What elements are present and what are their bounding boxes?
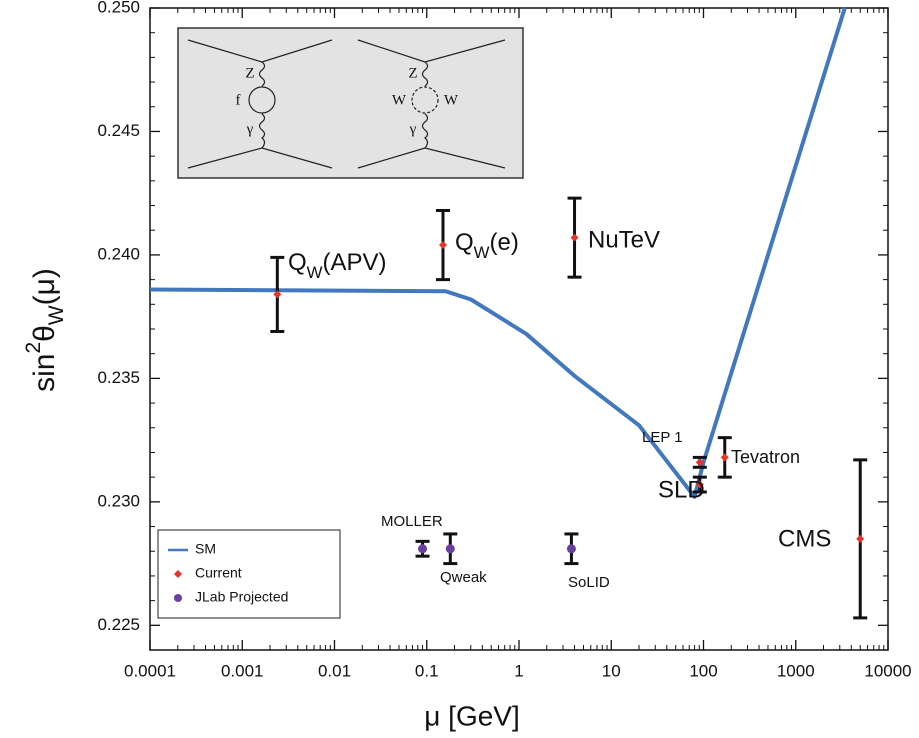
marker (695, 480, 704, 489)
x-tick-label: 0.001 (221, 661, 264, 680)
x-tick-label: 0.1 (415, 661, 439, 680)
text-part: W (474, 243, 490, 262)
text-part: (μ) (28, 268, 61, 305)
x-tick-label: 10000 (864, 661, 911, 680)
marker (273, 290, 282, 299)
marker (695, 458, 704, 467)
y-tick-label: 0.235 (97, 368, 140, 387)
point-label: MOLLER (381, 513, 443, 530)
legend-box (157, 529, 341, 619)
x-tick-label: 10 (602, 661, 621, 680)
legend-label: JLab Projected (195, 589, 288, 605)
point-label: QW(e) (455, 229, 519, 262)
x-tick-label: 1 (514, 661, 523, 680)
legend-swatch (174, 570, 182, 578)
inset-label: γ (409, 121, 417, 137)
y-tick-label: 0.250 (97, 0, 140, 16)
marker (570, 233, 579, 242)
legend-swatch (174, 594, 182, 602)
inset-label: Z (408, 65, 417, 81)
y-tick-label: 0.225 (97, 615, 140, 634)
x-tick-label: 0.0001 (124, 661, 176, 680)
inset-label: Z (245, 65, 254, 81)
text-part: (APV) (323, 249, 387, 276)
marker (720, 453, 729, 462)
legend-label: SM (195, 541, 216, 557)
feynman-diagrams (187, 39, 506, 169)
point-label: Qweak (440, 569, 487, 586)
y-axis-label: sin2θW(μ) (22, 268, 68, 392)
marker (445, 544, 455, 554)
text-part: sin (28, 354, 61, 392)
x-tick-label: 1000 (777, 661, 815, 680)
y-tick-label: 0.230 (97, 491, 140, 510)
text-part: Q (288, 249, 307, 276)
marker (418, 544, 428, 554)
point-label: NuTeV (588, 226, 660, 253)
text-part: W (45, 305, 68, 325)
x-tick-label: 100 (689, 661, 717, 680)
legend-label: Current (195, 565, 242, 581)
text-part: θ (28, 325, 61, 342)
x-axis-label: μ [GeV] (424, 700, 520, 731)
point-label: SLD (658, 476, 705, 503)
y-tick-label: 0.245 (97, 121, 140, 140)
text-part: W (307, 263, 323, 282)
point-label: LEP 1 (642, 429, 683, 446)
point-label: SoLID (568, 574, 610, 591)
marker (438, 241, 447, 250)
point-label: QW(APV) (288, 249, 387, 282)
marker (566, 544, 576, 554)
text-part: (e) (490, 229, 519, 256)
inset-label: f (236, 92, 241, 108)
inset-box (177, 27, 524, 179)
inset-label: W (392, 92, 407, 108)
inset-label: γ (246, 121, 254, 137)
y-tick-label: 0.240 (97, 244, 140, 263)
inset-label: W (444, 92, 459, 108)
point-label: Tevatron (731, 447, 800, 467)
sm-line (149, 7, 847, 499)
x-tick-label: 0.01 (318, 661, 351, 680)
marker (856, 534, 865, 543)
text-part: 2 (22, 342, 45, 354)
point-label: CMS (778, 525, 831, 552)
text-part: Q (455, 229, 474, 256)
